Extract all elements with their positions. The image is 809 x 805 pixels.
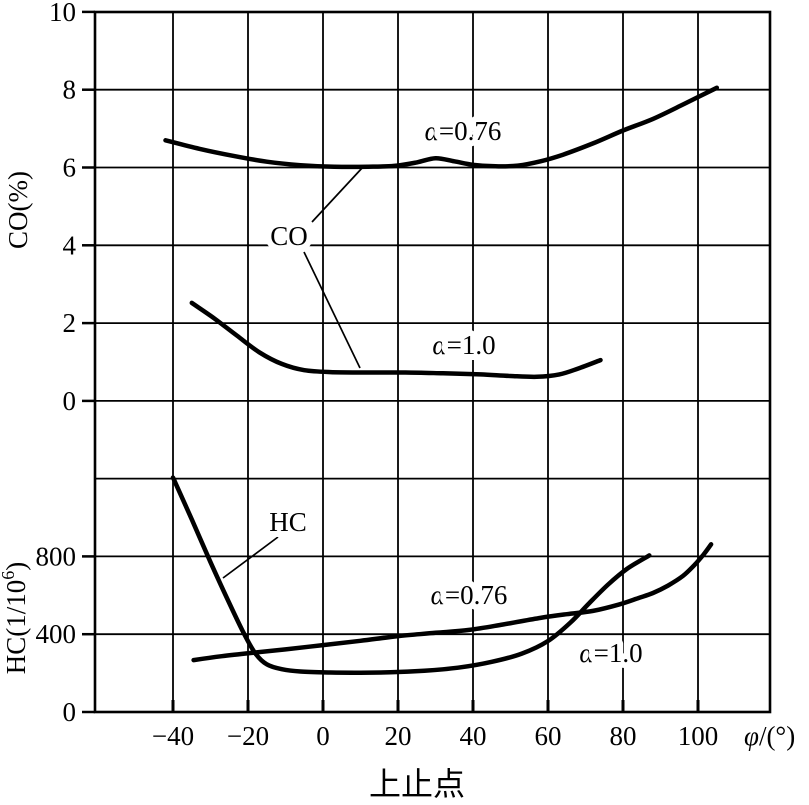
plot-border xyxy=(93,10,772,714)
hc-tick-label-0: 0 xyxy=(63,697,77,727)
hc-axis-label-close-paren: ) xyxy=(1,562,31,571)
co-alpha-10-label-text: =1.0 xyxy=(447,330,496,360)
hc-tick-label-800: 800 xyxy=(36,541,77,571)
tick-marks xyxy=(82,10,700,714)
series-co-alpha076 xyxy=(163,85,720,170)
hc-alpha-10-label-text: =1.0 xyxy=(594,638,643,668)
co-group-label-leader-0 xyxy=(311,166,364,223)
co-tick-label-0: 0 xyxy=(63,386,77,416)
co-alpha-076-label-text: =0.76 xyxy=(439,116,501,146)
x-tick-label--20: −20 xyxy=(227,721,269,751)
x-tick-label-40: 40 xyxy=(460,721,487,751)
co-group-label-leader-1 xyxy=(303,251,361,369)
hc-alpha-076-label-text: =0.76 xyxy=(445,580,507,610)
x-tick-label-100: 100 xyxy=(678,721,719,751)
x-tick-label-80: 80 xyxy=(610,721,637,751)
co-tick-label-4: 4 xyxy=(63,230,77,260)
x-axis-unit-label: φ/(°) xyxy=(744,721,795,751)
hc-alpha-076-label: α=0.76 xyxy=(431,580,508,610)
series-co-alpha10 xyxy=(189,300,603,380)
hc-alpha-10-label: α=1.0 xyxy=(579,638,642,668)
hc-alpha-076-label-text: α xyxy=(431,580,446,610)
hc-alpha-10-label-text: α xyxy=(579,638,594,668)
x-tick-label-20: 20 xyxy=(385,721,412,751)
hc-group-label-text: HC xyxy=(269,507,307,537)
hc-axis-label-superscript: 6 xyxy=(0,571,18,580)
x-tick-labels: −40 −20 0 20 40 60 80 100 xyxy=(152,721,718,751)
hc-group-label: HC xyxy=(269,507,307,537)
hc-axis-label: HC(1/106) xyxy=(0,562,31,675)
series-hc-alpha076 xyxy=(191,542,714,663)
co-alpha-076-label-text: α xyxy=(425,116,440,146)
x-tick-label--40: −40 xyxy=(152,721,194,751)
co-axis-label: CO(%) xyxy=(3,171,33,249)
co-tick-label-8: 8 xyxy=(63,75,77,105)
hc-tick-label-400: 400 xyxy=(36,619,77,649)
co-alpha-076-label: α=0.76 xyxy=(425,116,502,146)
co-alpha-10-label-text: α xyxy=(432,330,447,360)
co-group-label-text: CO xyxy=(270,221,308,251)
x-tick-label-0: 0 xyxy=(316,721,330,751)
hc-group-label-leader-0 xyxy=(222,536,279,579)
co-alpha-10-label: α=1.0 xyxy=(432,330,495,360)
co-tick-label-10: 10 xyxy=(49,0,76,27)
co-tick-label-2: 2 xyxy=(63,308,77,338)
co-group-label: CO xyxy=(270,221,308,251)
x-axis-unit-rest: /(°) xyxy=(759,721,795,751)
y-tick-labels: 10 8 6 4 2 0 800 400 0 xyxy=(36,0,77,727)
phi-symbol: φ xyxy=(744,721,759,751)
co-tick-label-6: 6 xyxy=(63,153,77,183)
x-tick-label-60: 60 xyxy=(535,721,562,751)
chart-title-tdc: 上止点 xyxy=(369,766,465,800)
hc-axis-label-main: HC(1/10 xyxy=(1,580,31,675)
series-hc-alpha10 xyxy=(170,475,652,675)
